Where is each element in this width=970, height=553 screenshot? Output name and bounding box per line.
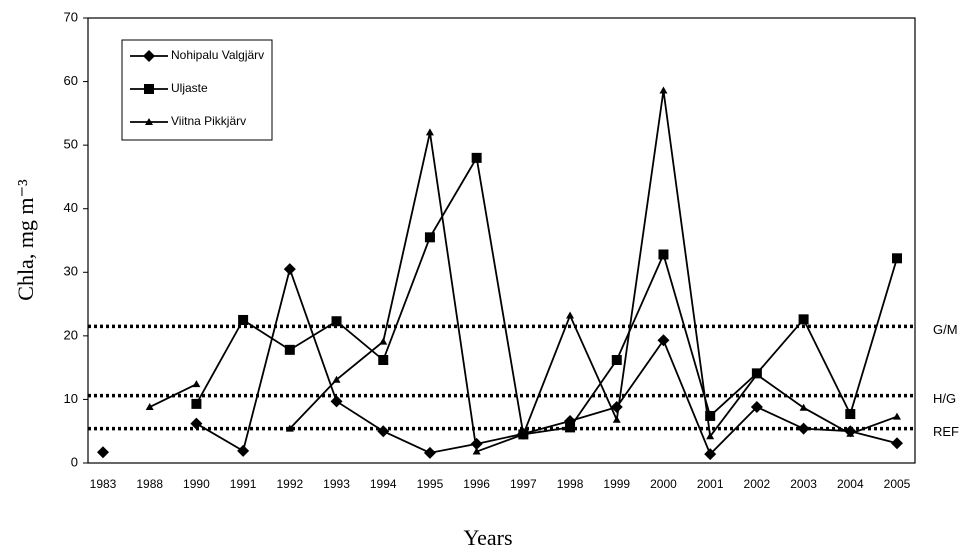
legend-label: Uljaste	[171, 81, 208, 95]
data-point	[519, 430, 528, 438]
data-point	[377, 425, 390, 438]
x-tick-label: 1997	[510, 477, 537, 491]
data-point	[799, 403, 808, 411]
x-tick-label: 1999	[603, 477, 630, 491]
series-line	[195, 266, 898, 456]
legend-marker	[143, 50, 155, 62]
data-point	[612, 415, 621, 423]
series-line	[149, 90, 898, 453]
legend-marker	[144, 84, 154, 94]
data-point	[845, 409, 856, 420]
data-point	[425, 128, 434, 136]
data-point	[891, 437, 903, 450]
data-point	[752, 370, 761, 378]
data-point	[470, 437, 483, 450]
data-point	[704, 448, 717, 461]
data-point	[423, 446, 436, 459]
reference-label: REF	[933, 424, 959, 439]
data-point	[191, 398, 202, 409]
y-tick-label: 40	[64, 200, 78, 215]
y-tick-label: 30	[64, 264, 78, 279]
data-point	[97, 446, 109, 459]
x-tick-label: 1994	[370, 477, 397, 491]
data-point	[657, 334, 670, 347]
data-point	[237, 444, 250, 457]
data-point	[471, 152, 482, 163]
data-point	[472, 447, 481, 455]
x-tick-label: 1988	[136, 477, 163, 491]
x-tick-label: 2005	[884, 477, 911, 491]
data-point	[893, 412, 901, 420]
x-tick-label: 2004	[837, 477, 864, 491]
data-point	[284, 344, 295, 355]
data-point	[285, 424, 294, 432]
y-tick-label: 60	[64, 73, 78, 88]
x-axis-label: Years	[463, 525, 512, 550]
plot-frame	[87, 17, 916, 464]
data-point	[892, 253, 902, 264]
data-point	[332, 375, 341, 383]
reference-label: H/G	[933, 391, 956, 406]
y-tick-label: 50	[64, 137, 78, 152]
data-point	[378, 355, 389, 366]
x-tick-label: 1995	[417, 477, 444, 491]
x-tick-label: 2001	[697, 477, 724, 491]
x-tick-label: 1991	[230, 477, 257, 491]
x-tick-label: 1996	[463, 477, 490, 491]
data-point	[706, 432, 715, 440]
data-point	[705, 410, 716, 421]
y-axis-label: Chla, mg m⁻³	[13, 179, 38, 301]
series-line	[195, 155, 898, 436]
data-point	[283, 263, 296, 276]
x-tick-label: 1990	[183, 477, 210, 491]
data-point	[659, 86, 668, 94]
data-point	[192, 380, 201, 388]
data-point	[331, 316, 342, 327]
y-tick-label: 70	[64, 9, 78, 24]
legend-label: Nohipalu Valgjärv	[171, 48, 264, 62]
data-point	[566, 311, 575, 319]
data-point	[330, 395, 343, 408]
y-tick-label: 0	[71, 454, 78, 469]
data-point	[798, 314, 809, 325]
data-point	[565, 422, 576, 433]
x-tick-label: 2000	[650, 477, 677, 491]
data-point	[190, 417, 203, 430]
data-point	[379, 337, 388, 345]
x-tick-label: 1992	[276, 477, 303, 491]
y-tick-label: 10	[64, 391, 78, 406]
y-tick-label: 20	[64, 327, 78, 342]
x-tick-label: 1993	[323, 477, 350, 491]
data-point	[611, 355, 622, 366]
data-point	[846, 429, 855, 437]
data-point	[145, 403, 154, 411]
x-tick-label: 2002	[744, 477, 771, 491]
data-point	[750, 401, 763, 414]
legend-label: Viitna Pikkjärv	[171, 114, 246, 128]
x-tick-label: 1998	[557, 477, 584, 491]
x-tick-label: 2003	[790, 477, 817, 491]
data-point	[658, 249, 669, 260]
data-point	[797, 422, 810, 435]
x-tick-label: 1983	[90, 477, 117, 491]
legend-marker	[145, 118, 153, 125]
reference-label: G/M	[933, 322, 958, 337]
data-point	[238, 314, 249, 325]
data-point	[424, 232, 435, 243]
